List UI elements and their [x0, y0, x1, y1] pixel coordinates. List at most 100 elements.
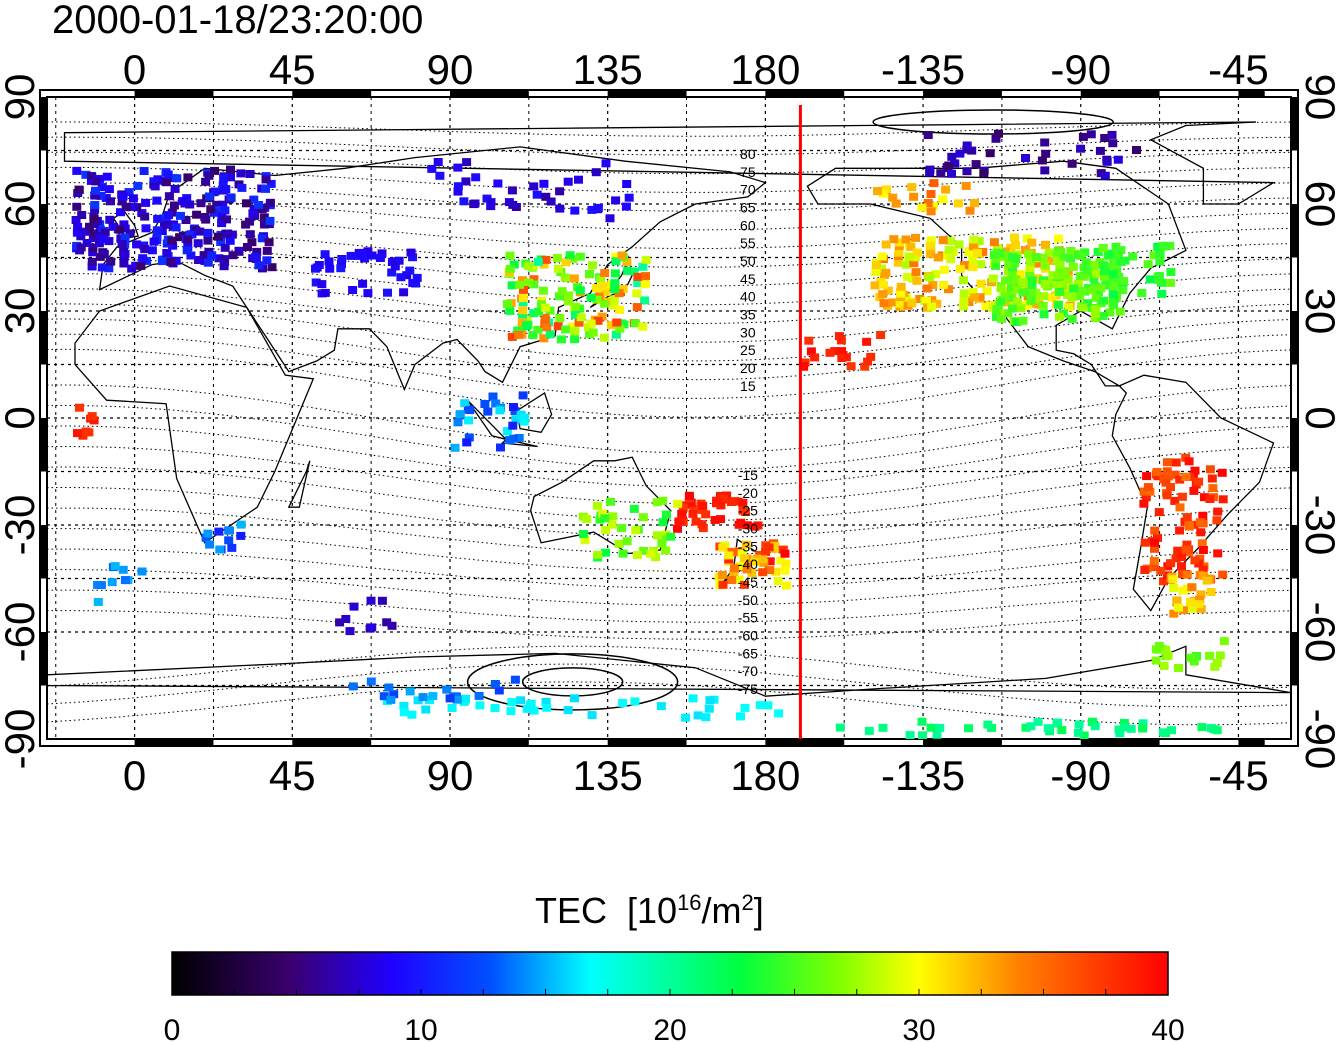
- tec-pixel: [77, 211, 87, 219]
- contour-label: 50: [740, 253, 756, 269]
- tec-pixel: [611, 257, 621, 266]
- tec-pixel: [724, 551, 734, 560]
- colorbar-unit-exp: 16: [677, 890, 702, 915]
- tec-pixel: [1063, 275, 1073, 284]
- tec-pixel: [384, 683, 394, 692]
- tec-pixel: [427, 164, 437, 173]
- tec-pixel: [249, 195, 259, 204]
- mag-contour: [47, 318, 1291, 381]
- tec-pixel: [1041, 240, 1050, 249]
- tec-pixel: [81, 170, 91, 179]
- tec-pixel: [162, 249, 172, 257]
- mag-contour: [47, 466, 1291, 522]
- tec-pixel: [1090, 310, 1100, 319]
- tec-pixel: [1026, 722, 1036, 731]
- tec-pixel: [96, 581, 106, 590]
- tec-pixel: [598, 509, 608, 518]
- tec-pixel: [1027, 238, 1037, 247]
- tec-pixel: [1163, 651, 1173, 660]
- tec-pixel: [780, 566, 790, 575]
- colorbar-tick-label: 0: [164, 1014, 181, 1042]
- tec-pixel: [600, 514, 610, 523]
- tec-pixel: [264, 238, 274, 247]
- mag-contour: [47, 136, 1291, 156]
- tec-pixel: [609, 295, 619, 304]
- tec-pixel: [834, 332, 844, 341]
- tec-pixel: [1178, 570, 1187, 579]
- coastline: [515, 392, 553, 434]
- tec-pixel: [917, 203, 927, 212]
- tec-pixel: [203, 236, 213, 245]
- lon-tick-bar-top: [292, 90, 372, 97]
- tec-pixel: [505, 306, 515, 315]
- lon-tick-bar-top: [1238, 90, 1265, 97]
- tec-pixel: [985, 149, 995, 158]
- tec-pixel: [1109, 253, 1119, 262]
- tec-pixel: [505, 436, 515, 445]
- tec-pixel: [600, 288, 610, 296]
- tec-pixel: [363, 247, 373, 256]
- tec-pixel: [247, 238, 257, 247]
- tec-pixel: [533, 257, 543, 266]
- tec-pixel: [201, 177, 211, 186]
- tec-pixel: [1116, 257, 1126, 266]
- tec-pixel: [1197, 723, 1207, 732]
- tec-pixel: [929, 202, 938, 211]
- mag-contour: [47, 645, 1291, 690]
- tec-pixel: [102, 172, 112, 181]
- tec-pixel: [871, 261, 881, 270]
- lon-tick-label-top: -135: [881, 46, 965, 93]
- lat-tick-label-right: 60: [1297, 181, 1340, 228]
- tec-pixel: [674, 517, 684, 526]
- tec-pixel: [541, 192, 551, 201]
- tec-pixel: [553, 264, 563, 273]
- lon-tick-label-bottom: 45: [269, 752, 316, 799]
- mag-contour: [47, 425, 1291, 488]
- tec-pixel: [1152, 467, 1162, 476]
- tec-pixel: [534, 307, 544, 316]
- tec-pixel: [646, 549, 656, 558]
- lat-tick-bar-right: [1291, 418, 1298, 472]
- tec-pixel: [697, 506, 707, 514]
- tec-pixel: [895, 238, 904, 247]
- mag-contour: [47, 151, 1291, 175]
- tec-pixel: [1189, 486, 1199, 495]
- tec-pixel: [652, 498, 662, 507]
- tec-pixel: [553, 322, 563, 331]
- tec-pixel: [225, 236, 235, 245]
- tec-pixel: [502, 300, 512, 309]
- colorbar-unit-exp2: 2: [741, 890, 754, 915]
- tec-pixel: [712, 496, 722, 505]
- tec-pixel: [133, 181, 143, 190]
- tec-pixel: [120, 224, 130, 233]
- tec-pixel: [100, 228, 110, 237]
- tec-pixel: [73, 429, 82, 438]
- tec-pixel: [150, 182, 160, 191]
- tec-pixel: [1068, 262, 1078, 271]
- tec-pixel: [1206, 588, 1216, 596]
- contour-label: -25: [738, 503, 758, 519]
- tec-pixel: [528, 331, 538, 340]
- tec-pixel: [901, 260, 911, 269]
- tec-pixel: [1027, 276, 1037, 285]
- lon-tick-label-top: -45: [1208, 46, 1269, 93]
- tec-pixel: [970, 199, 979, 208]
- tec-pixel: [931, 270, 941, 279]
- tec-pixel: [704, 704, 714, 713]
- tec-pixel: [510, 407, 520, 416]
- tec-pixel: [96, 191, 106, 200]
- tec-pixel: [87, 257, 97, 266]
- tec-pixel: [755, 701, 765, 710]
- tec-pixel: [972, 248, 982, 257]
- tec-pixel: [862, 337, 872, 346]
- tec-pixel: [1007, 304, 1017, 313]
- tec-pixel: [325, 264, 335, 273]
- tec-pixel: [1108, 139, 1118, 148]
- tec-pixel: [1154, 272, 1164, 281]
- tec-pixel: [514, 330, 524, 339]
- tec-pixel: [1018, 278, 1028, 287]
- tec-pixel: [367, 623, 377, 632]
- tec-pixel: [1001, 276, 1011, 285]
- tec-pixel: [863, 357, 873, 366]
- tec-pixel: [567, 322, 577, 331]
